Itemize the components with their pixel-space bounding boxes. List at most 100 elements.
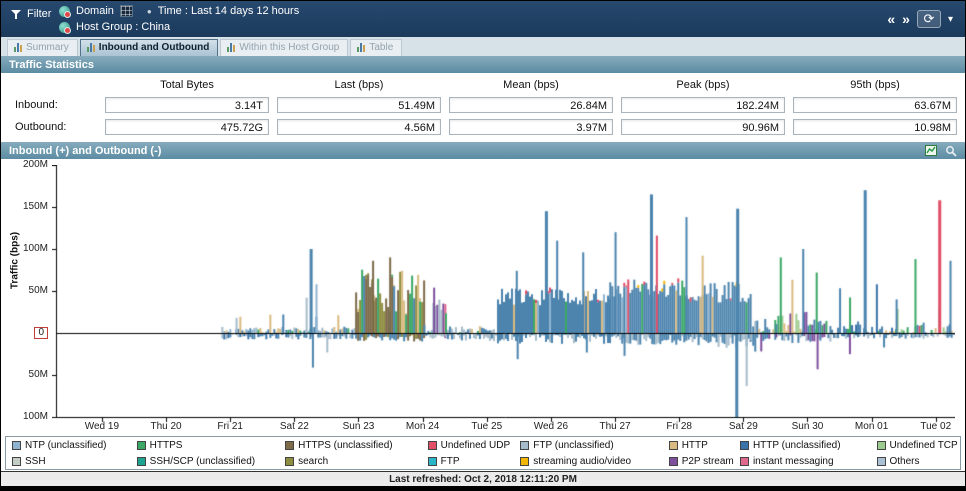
window-bottom-border bbox=[1, 486, 965, 490]
tab-chart-icon bbox=[86, 43, 95, 52]
export-chart-icon[interactable] bbox=[925, 145, 937, 156]
x-tick-label: Tue 02 bbox=[920, 421, 952, 432]
legend-label: HTTPS bbox=[149, 439, 183, 451]
tab-inbound-and-outbound[interactable]: Inbound and Outbound bbox=[79, 39, 219, 56]
tab-summary[interactable]: Summary bbox=[7, 39, 78, 56]
stat-column-header: Total Bytes bbox=[160, 79, 214, 91]
legend-swatch bbox=[285, 456, 295, 466]
stat-row-label: Inbound: bbox=[15, 99, 58, 111]
legend-item-ftp-unclassified: FTP (unclassified) bbox=[516, 437, 664, 453]
legend-swatch bbox=[427, 456, 437, 466]
chart-legend: NTP (unclassified) HTTPS HTTPS (unclassifi… bbox=[5, 436, 961, 470]
time-range-label[interactable]: Time : Last 14 days 12 hours bbox=[157, 5, 300, 17]
legend-item-http-unclassified: HTTP (unclassified) bbox=[736, 437, 873, 453]
legend-label: Undefined UDP bbox=[440, 439, 511, 451]
legend-swatch bbox=[739, 440, 749, 450]
stats-rows: Inbound: 3.14T 51.49M 26.84M 182.24M 63.67M Ou… bbox=[1, 94, 965, 138]
legend-item-search: search bbox=[281, 453, 424, 469]
stat-row-label: Outbound: bbox=[15, 121, 67, 133]
tab-label: Within this Host Group bbox=[239, 42, 340, 53]
filter-icon bbox=[11, 9, 22, 20]
refresh-button[interactable]: ⟳ bbox=[916, 10, 941, 28]
x-tick-label: Mon 01 bbox=[854, 421, 889, 432]
status-bar: Last refreshed: Oct 2, 2018 12:11:20 PM bbox=[1, 471, 965, 486]
legend-swatch bbox=[427, 440, 437, 450]
legend-swatch bbox=[285, 440, 295, 450]
stat-column-header: Peak (bps) bbox=[676, 79, 730, 91]
legend-item-others: Others bbox=[873, 453, 959, 469]
domain-icon bbox=[59, 5, 71, 18]
filter-button[interactable]: Filter bbox=[1, 6, 59, 22]
x-tick-label: Thu 20 bbox=[150, 421, 182, 432]
traffic-statistics-table: Total Bytes Last (bps) Mean (bps) Peak (bps… bbox=[1, 73, 965, 142]
chart-plot-area[interactable] bbox=[52, 165, 955, 423]
tab-label: Table bbox=[369, 42, 394, 53]
legend-label: search bbox=[298, 455, 329, 467]
tab-label: Inbound and Outbound bbox=[98, 42, 210, 53]
x-tick-label: Wed 19 bbox=[84, 421, 120, 432]
legend-item-ssh: SSH bbox=[8, 453, 133, 469]
legend-item-p2p-stream: P2P stream bbox=[665, 453, 736, 469]
x-tick-label: Tue 25 bbox=[471, 421, 503, 432]
y-tick-label: 50M bbox=[28, 285, 48, 296]
zero-tick-boxed: 0 bbox=[34, 327, 48, 339]
skip-forward-button[interactable]: » bbox=[902, 11, 910, 27]
host-group-selector[interactable]: Host Group : China bbox=[76, 21, 171, 33]
legend-item-https: HTTPS bbox=[133, 437, 281, 453]
legend-label: Undefined TCP bbox=[889, 439, 958, 451]
legend-label: FTP (unclassified) bbox=[533, 439, 614, 451]
tab-chart-icon bbox=[14, 43, 22, 52]
time-bullet-icon: ● bbox=[146, 6, 152, 16]
x-tick-label: Mon 24 bbox=[405, 421, 440, 432]
legend-swatch bbox=[739, 456, 749, 466]
legend-item-undefined-tcp: Undefined TCP bbox=[873, 437, 959, 453]
stats-header-row: Total Bytes Last (bps) Mean (bps) Peak (bps… bbox=[1, 75, 965, 94]
last-refreshed-text: Last refreshed: Oct 2, 2018 12:11:20 PM bbox=[389, 473, 577, 485]
tab-bar: Summary Inbound and Outbound Within this H… bbox=[1, 37, 965, 56]
legend-label: instant messaging bbox=[752, 455, 834, 467]
legend-swatch bbox=[520, 440, 530, 450]
filter-label: Filter bbox=[27, 8, 52, 20]
zoom-icon[interactable] bbox=[945, 145, 957, 157]
legend-label: HTTP (unclassified) bbox=[752, 439, 841, 451]
legend-swatch bbox=[520, 456, 530, 466]
x-tick-label: Sun 23 bbox=[342, 421, 375, 432]
legend-label: FTP bbox=[440, 455, 460, 467]
legend-item-streaming-audio-video: streaming audio/video bbox=[516, 453, 664, 469]
legend-label: Others bbox=[889, 455, 920, 467]
domain-selector[interactable]: Domain bbox=[76, 5, 114, 17]
refresh-icon: ⟳ bbox=[923, 11, 935, 26]
refresh-dropdown-caret[interactable]: ▾ bbox=[947, 13, 953, 25]
tab-within-this-host-group[interactable]: Within this Host Group bbox=[220, 39, 349, 56]
legend-label: P2P stream bbox=[681, 455, 734, 467]
y-tick-label: 200M bbox=[22, 159, 48, 170]
stat-value: 4.56M bbox=[277, 119, 441, 135]
stat-column-header: 95th (bps) bbox=[850, 79, 900, 91]
legend-label: SSH bbox=[25, 455, 46, 467]
legend-item-http: HTTP bbox=[665, 437, 736, 453]
stat-column-header: Mean (bps) bbox=[503, 79, 559, 91]
legend-swatch bbox=[668, 456, 678, 466]
chart-section-title: Inbound (+) and Outbound (-) bbox=[9, 144, 162, 157]
stat-value: 475.72G bbox=[105, 119, 269, 135]
legend-label: HTTPS (unclassified) bbox=[298, 439, 393, 451]
stat-value: 182.24M bbox=[621, 97, 785, 113]
legend-swatch bbox=[668, 440, 678, 450]
legend-label: HTTP bbox=[681, 439, 708, 451]
legend-swatch bbox=[136, 440, 146, 450]
x-tick-label: Thu 27 bbox=[599, 421, 631, 432]
legend-item-ssh-scp-unclassified: SSH/SCP (unclassified) bbox=[133, 453, 281, 469]
legend-label: SSH/SCP (unclassified) bbox=[149, 455, 256, 467]
traffic-statistics-title: Traffic Statistics bbox=[9, 58, 94, 71]
domain-picker-button[interactable] bbox=[119, 5, 133, 17]
skip-back-button[interactable]: « bbox=[887, 11, 896, 27]
legend-swatch bbox=[876, 456, 886, 466]
traffic-statistics-header: Traffic Statistics bbox=[1, 56, 965, 73]
legend-swatch bbox=[12, 456, 21, 466]
x-tick-label: Fri 21 bbox=[217, 421, 243, 432]
tab-table[interactable]: Table bbox=[350, 39, 403, 56]
legend-label: NTP (unclassified) bbox=[25, 439, 107, 451]
legend-item-https-unclassified: HTTPS (unclassified) bbox=[281, 437, 424, 453]
legend-item-undefined-udp: Undefined UDP bbox=[424, 437, 517, 453]
